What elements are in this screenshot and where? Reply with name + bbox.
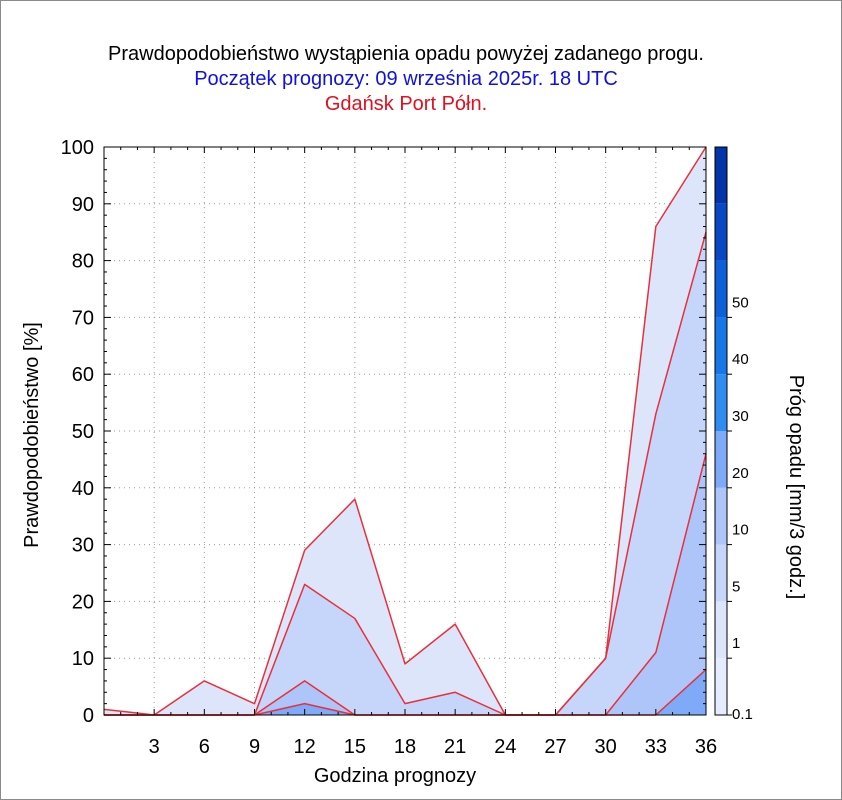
y-tick-label: 50 (72, 421, 94, 443)
colorbar-band (715, 544, 727, 602)
colorbar-tick-label: 10 (732, 522, 749, 539)
y-tick-label: 40 (72, 478, 94, 500)
colorbar-tick-label: 0.1 (732, 706, 753, 723)
colorbar-band (715, 317, 727, 375)
x-tick-label: 6 (199, 736, 210, 758)
colorbar-tick-label: 40 (732, 351, 749, 368)
x-tick-label: 27 (544, 736, 566, 758)
colorbar-tick-label: 20 (732, 465, 749, 482)
y-axis-label: Prawdopodobieństwo [%] (21, 322, 43, 548)
colorbar-band (715, 203, 727, 261)
x-tick-label: 21 (444, 736, 466, 758)
colorbar-band (715, 601, 727, 659)
y-tick-label: 100 (61, 137, 94, 159)
chart-title: Prawdopodobieństwo wystąpienia opadu pow… (108, 43, 704, 65)
y-tick-label: 10 (72, 648, 94, 670)
y-tick-label: 30 (72, 535, 94, 557)
y-tick-labels: 0 10 20 30 40 50 60 70 80 90 100 (61, 137, 94, 727)
forecast-start-subtitle: Początek prognozy: 09 września 2025r. 18… (194, 68, 618, 90)
y-tick-label: 60 (72, 364, 94, 386)
area-threshold-5 (104, 453, 706, 715)
location-subtitle: Gdańsk Port Półn. (324, 93, 488, 115)
colorbar (714, 146, 728, 716)
x-tick-label: 3 (149, 736, 160, 758)
x-tick-label: 9 (249, 736, 260, 758)
y-tick-label: 0 (83, 705, 94, 727)
y-tick-label: 90 (72, 194, 94, 216)
colorbar-band (715, 260, 727, 318)
x-tick-label: 30 (595, 736, 617, 758)
colorbar-tick-label: 50 (732, 294, 749, 311)
tick-layer (103, 146, 707, 716)
y-tick-label: 70 (72, 307, 94, 329)
x-tick-label: 15 (344, 736, 366, 758)
x-tick-label: 18 (394, 736, 416, 758)
x-tick-label: 12 (294, 736, 316, 758)
y-tick-label: 80 (72, 251, 94, 273)
grid-layer (104, 147, 706, 715)
colorbar-band (715, 374, 727, 431)
area-layer (104, 147, 706, 715)
y-tick-label: 20 (72, 591, 94, 613)
x-tick-labels: 3 6 9 12 15 18 21 24 27 30 33 36 (149, 736, 718, 758)
colorbar-tick-label: 30 (732, 408, 749, 425)
x-tick-label: 33 (645, 736, 667, 758)
colorbar-band (715, 147, 727, 204)
x-tick-label: 36 (695, 736, 717, 758)
x-tick-label: 24 (494, 736, 516, 758)
colorbar-band (715, 658, 727, 715)
colorbar-band (715, 431, 727, 488)
colorbar-tick-label: 1 (732, 635, 740, 652)
colorbar-band (715, 487, 727, 545)
colorbar-tick-label: 5 (732, 578, 740, 595)
x-axis-label: Godzina prognozy (314, 765, 476, 787)
colorbar-tick-labels: 0.1 1 5 10 20 30 40 50 (727, 294, 753, 723)
colorbar-label: Próg opadu [mm/3 godz.] (785, 375, 807, 600)
